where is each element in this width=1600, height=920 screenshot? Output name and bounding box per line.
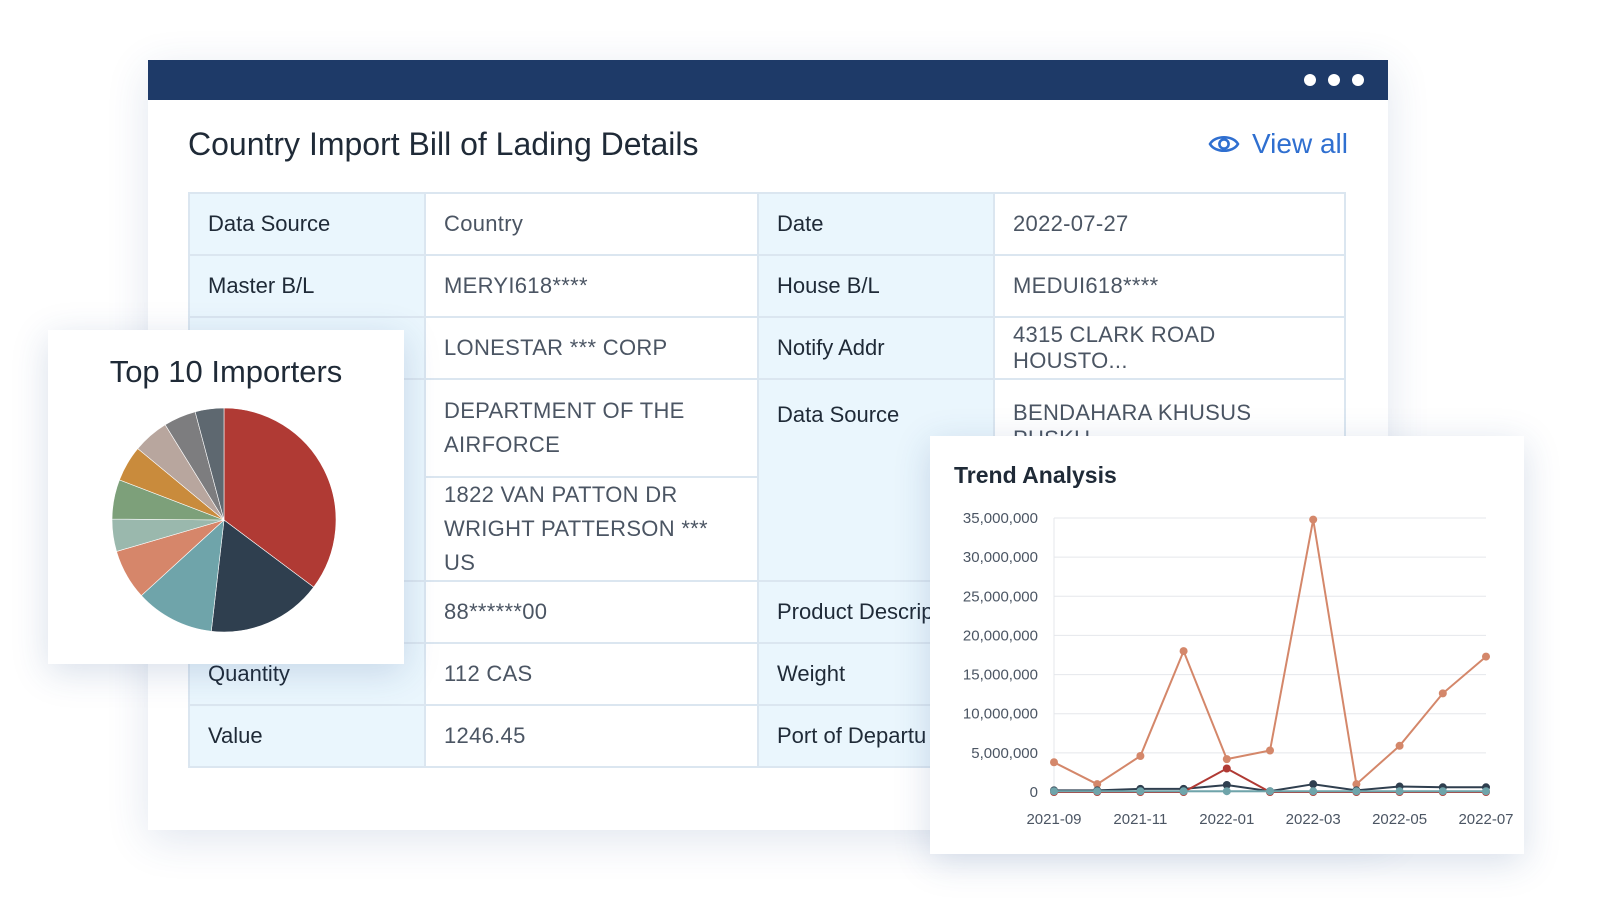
field-value: MEDUI618**** (993, 254, 1346, 318)
pie-slice[interactable] (223, 407, 337, 588)
table-row: LONESTAR *** CORP Notify Addr 4315 CLARK… (188, 316, 1346, 380)
importers-pie-chart (111, 407, 337, 633)
eye-icon (1208, 135, 1240, 153)
data-point[interactable] (1136, 751, 1145, 760)
pie-chart-title: Top 10 Importers (109, 354, 343, 389)
dot-icon (1328, 74, 1340, 86)
field-value-line: WRIGHT PATTERSON *** US (444, 516, 708, 575)
data-point[interactable] (1050, 758, 1058, 767)
field-label: Data Source (188, 192, 426, 256)
data-point[interactable] (1395, 787, 1404, 796)
field-value: 1822 VAN PATTON DR WRIGHT PATTERSON *** U… (424, 476, 759, 582)
data-point[interactable] (1266, 787, 1274, 796)
x-tick-label: 2021-11 (1113, 811, 1167, 828)
y-tick-label: 0 (1030, 784, 1038, 801)
data-point[interactable] (1309, 780, 1318, 789)
x-tick-label: 2022-05 (1372, 811, 1427, 828)
field-value: DEPARTMENT OF THE AIRFORCE (424, 378, 759, 478)
y-tick-label: 30,000,000 (963, 549, 1038, 566)
field-value: 2022-07-27 (993, 192, 1346, 256)
y-tick-label: 15,000,000 (963, 667, 1038, 684)
data-point[interactable] (1179, 787, 1188, 796)
data-point[interactable] (1352, 780, 1361, 789)
field-value-line: AIRFORCE (444, 432, 561, 457)
data-point[interactable] (1136, 787, 1145, 796)
field-value: LONESTAR *** CORP (424, 316, 759, 380)
data-point[interactable] (1482, 652, 1490, 661)
y-tick-label: 20,000,000 (963, 627, 1038, 644)
dot-icon (1352, 74, 1364, 86)
data-point[interactable] (1222, 780, 1231, 789)
field-value: 88******00 (424, 580, 759, 644)
field-label: House B/L (757, 254, 995, 318)
data-point[interactable] (1179, 647, 1188, 656)
field-value-line: 1822 VAN PATTON DR (444, 482, 678, 507)
y-tick-label: 5,000,000 (971, 745, 1038, 762)
data-point[interactable] (1050, 787, 1058, 796)
data-point[interactable] (1438, 787, 1447, 796)
field-label: Notify Addr (757, 316, 995, 380)
trend-chart-title: Trend Analysis (954, 462, 1117, 488)
data-point[interactable] (1093, 780, 1102, 789)
field-label: Date (757, 192, 995, 256)
x-tick-label: 2022-07 (1458, 811, 1513, 828)
x-tick-label: 2022-03 (1286, 811, 1341, 828)
field-value: 1246.45 (424, 704, 759, 768)
table-row: 1822 VAN PATTON DR WRIGHT PATTERSON *** U… (189, 476, 1345, 582)
table-row: Master B/L MERYI618**** House B/L MEDUI6… (188, 254, 1346, 318)
field-label: Master B/L (188, 254, 426, 318)
view-all-link[interactable]: View all (1208, 128, 1348, 160)
data-point[interactable] (1222, 755, 1231, 764)
field-value: Country (424, 192, 759, 256)
field-value: 112 CAS (424, 642, 759, 706)
top-importers-card: Top 10 Importers (48, 330, 404, 664)
y-tick-label: 10,000,000 (963, 706, 1038, 723)
data-point[interactable] (1352, 787, 1361, 796)
field-value: MERYI618**** (424, 254, 759, 318)
table-row: Data Source Country Date 2022-07-27 (188, 192, 1346, 256)
data-point[interactable] (1309, 787, 1318, 796)
field-value: 4315 CLARK ROAD HOUSTO... (993, 316, 1346, 380)
pie-slice[interactable] (140, 519, 225, 632)
trend-analysis-card: Trend Analysis 0 5,000,000 10,000,000 15,00… (930, 436, 1524, 854)
y-tick-label: 25,000,000 (963, 588, 1038, 605)
series-line (1053, 519, 1487, 787)
pie-slice[interactable] (194, 407, 225, 521)
data-point[interactable] (1093, 787, 1102, 796)
data-point[interactable] (1438, 689, 1447, 698)
card-title: Country Import Bill of Lading Details (188, 126, 699, 162)
view-all-label: View all (1252, 128, 1348, 159)
x-tick-label: 2022-01 (1199, 811, 1254, 828)
x-tick-label: 2021-09 (1026, 811, 1081, 828)
field-label: Value (188, 704, 426, 768)
window-title-bar (148, 60, 1388, 100)
pie-slice[interactable] (210, 519, 315, 633)
dot-icon (1304, 74, 1316, 86)
field-value-line: DEPARTMENT OF THE (444, 398, 685, 423)
data-point[interactable] (1222, 764, 1231, 773)
y-tick-label: 35,000,000 (963, 510, 1038, 527)
data-point[interactable] (1309, 515, 1318, 524)
data-point[interactable] (1482, 787, 1490, 796)
data-point[interactable] (1266, 746, 1274, 755)
data-point[interactable] (1395, 741, 1404, 750)
trend-line-chart: 0 5,000,000 10,000,000 15,000,000 20,000,000… (963, 510, 1514, 828)
more-options-icon[interactable] (1304, 74, 1364, 86)
data-point[interactable] (1222, 787, 1231, 796)
